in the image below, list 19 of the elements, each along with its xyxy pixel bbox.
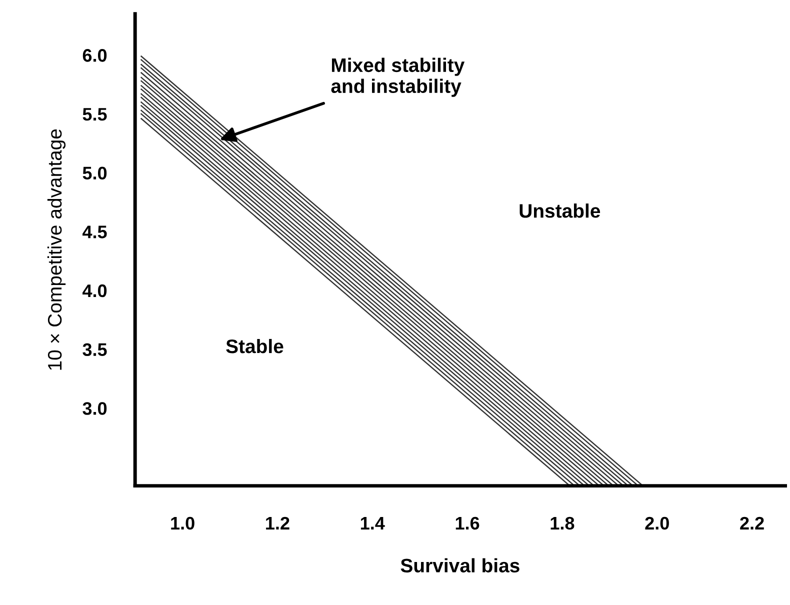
y-axis-title: 10 × Competitive advantage [47, 129, 66, 370]
x-axis-title: Survival bias [400, 558, 520, 572]
annotation: Mixed stability and instability [331, 58, 465, 97]
y-tick-label: 5.0 [82, 166, 107, 180]
y-tick-label: 6.0 [82, 49, 107, 62]
x-tick-label: 1.6 [456, 516, 480, 530]
x-tick-label: 1.0 [171, 516, 194, 530]
x-tick-label: 2.2 [740, 516, 764, 530]
y-tick-label: 3.0 [82, 402, 107, 415]
x-tick-label: 2.0 [645, 516, 669, 530]
y-tick-label: 4.5 [82, 226, 107, 238]
x-tick-label: 1.2 [266, 516, 290, 530]
x-tick-label: 1.8 [550, 516, 574, 530]
annotation: Unstable [520, 204, 600, 218]
y-tick-label: 4.0 [82, 284, 107, 298]
y-tick-label: 3.5 [82, 343, 107, 356]
y-tick-label: 5.5 [82, 108, 107, 121]
annotation: Stable [226, 338, 284, 354]
x-tick-label: 1.4 [360, 517, 385, 530]
